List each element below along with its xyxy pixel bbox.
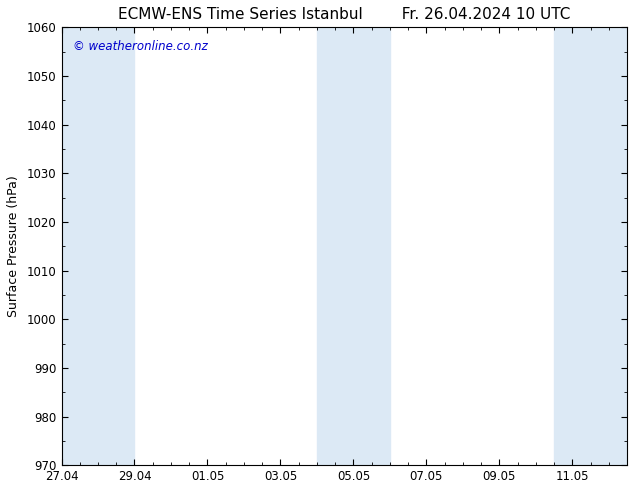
Bar [61,27,98,465]
Bar [554,27,627,465]
Text: © weatheronline.co.nz: © weatheronline.co.nz [73,40,207,53]
Y-axis label: Surface Pressure (hPa): Surface Pressure (hPa) [7,175,20,317]
Bar [98,27,134,465]
Title: ECMW-ENS Time Series Istanbul        Fr. 26.04.2024 10 UTC: ECMW-ENS Time Series Istanbul Fr. 26.04.… [118,7,571,22]
Bar [317,27,390,465]
